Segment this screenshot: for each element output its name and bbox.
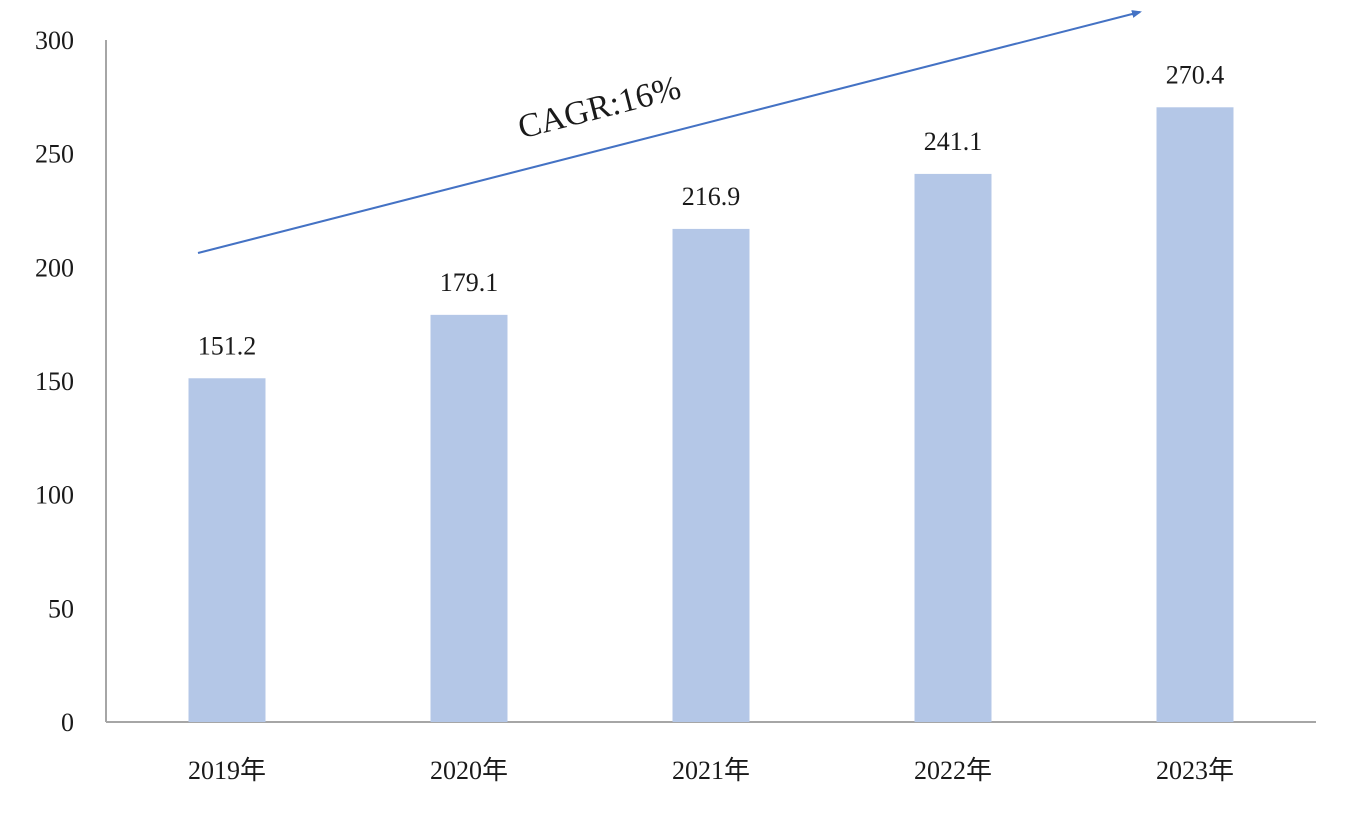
bars	[188, 107, 1234, 723]
data-label: 151.2	[198, 331, 257, 360]
data-label: 241.1	[924, 127, 983, 156]
bar	[914, 173, 992, 722]
bar	[1156, 107, 1234, 723]
bar	[188, 378, 266, 722]
x-tick-label: 2020年	[430, 756, 508, 785]
x-tick-label: 2021年	[672, 756, 750, 785]
data-label: 270.4	[1166, 60, 1225, 89]
y-tick-label: 100	[35, 481, 74, 510]
x-tick-label: 2023年	[1156, 756, 1234, 785]
bar	[430, 314, 508, 722]
x-tick-label: 2022年	[914, 756, 992, 785]
y-tick-label: 200	[35, 253, 74, 282]
y-tick-label: 50	[48, 594, 74, 623]
cagr-annotation: CAGR:16%	[197, 10, 1142, 254]
trend-arrow	[197, 10, 1142, 254]
data-labels: 151.2 179.1 216.9 241.1 270.4	[198, 60, 1225, 360]
y-tick-label: 150	[35, 367, 74, 396]
y-tick-label: 0	[61, 708, 74, 737]
data-label: 216.9	[682, 182, 741, 211]
x-tick-label: 2019年	[188, 756, 266, 785]
bar	[672, 228, 750, 722]
y-tick-label: 250	[35, 140, 74, 169]
y-tick-label: 300	[35, 26, 74, 55]
axes: 0 50 100 150 200 250 300 2019年 2020年 2021年 2022年 20…	[35, 26, 1316, 785]
data-label: 179.1	[440, 268, 499, 297]
